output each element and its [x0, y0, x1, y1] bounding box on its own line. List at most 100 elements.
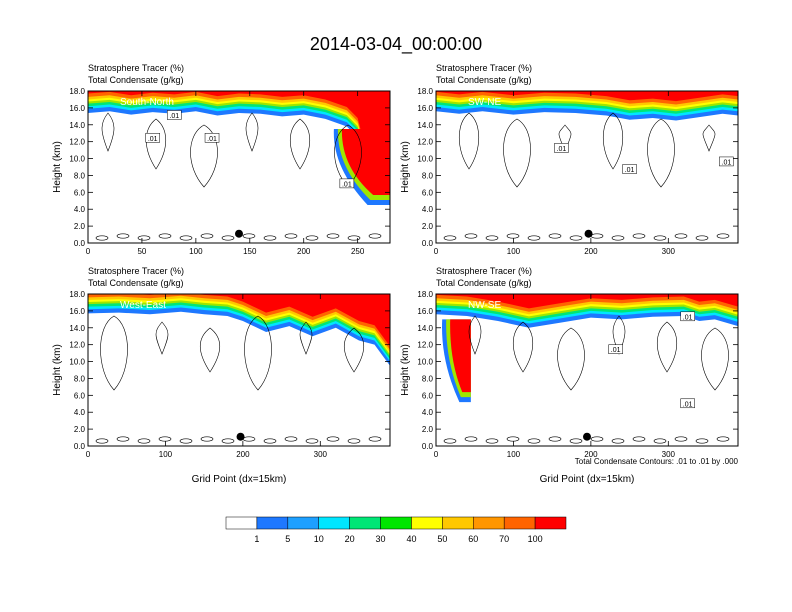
- colorbar-label: 20: [345, 534, 355, 544]
- contour-label-box: [608, 344, 623, 354]
- panel-0: Stratosphere Tracer (%) Total Condensate …: [52, 63, 391, 256]
- contour-low-cloud: [263, 438, 277, 444]
- contour-label: .01: [148, 136, 158, 143]
- y-axis-label: Height (km): [52, 141, 63, 193]
- contour-label-box: [204, 133, 220, 143]
- contour-low-cloud: [305, 235, 319, 241]
- x-tick-label: 100: [507, 450, 521, 459]
- contour-low-cloud: [347, 438, 361, 444]
- tracer-band-7: [436, 91, 738, 102]
- y-axis-label: Height (km): [52, 344, 63, 396]
- location-marker: [236, 432, 245, 441]
- plot-frame: [435, 90, 739, 244]
- panel-header-condensate: Total Condensate (g/kg): [88, 75, 184, 85]
- contour-label-box: [622, 164, 637, 174]
- x-tick-label: 250: [351, 247, 365, 256]
- colorbar-box: [503, 516, 536, 530]
- colorbar-box: [287, 516, 319, 530]
- y-tick-label: 14.0: [69, 324, 85, 333]
- y-tick-label: 16.0: [417, 104, 433, 113]
- contour-cell: [244, 315, 272, 391]
- contour-low-cloud: [569, 235, 583, 241]
- contour-cell: [603, 112, 623, 170]
- colorbar-box: [225, 516, 258, 530]
- contour-low-cloud: [179, 235, 193, 241]
- contour-cell: [612, 315, 626, 355]
- contour-low-cloud: [116, 233, 130, 239]
- contour-low-cloud: [674, 233, 688, 239]
- x-axis-label: Grid Point (dx=15km): [540, 474, 635, 485]
- contour-low-cloud: [95, 438, 109, 444]
- colorbar-box: [256, 516, 289, 530]
- y-tick-label: 12.0: [69, 138, 85, 147]
- colorbar-box: [411, 516, 443, 530]
- contour-cell: [199, 327, 221, 373]
- panels: Stratosphere Tracer (%) Total Condensate …: [52, 63, 739, 485]
- location-marker: [584, 229, 593, 238]
- contour-low-cloud: [653, 438, 667, 444]
- x-tick-label: 300: [662, 450, 676, 459]
- contour-low-cloud: [716, 436, 730, 442]
- contour-low-cloud: [179, 438, 193, 444]
- condensate-contours: [95, 315, 382, 444]
- contour-low-cloud: [464, 233, 478, 239]
- contour-cell: [145, 118, 167, 170]
- y-tick-label: 2.0: [74, 222, 86, 231]
- y-tick-label: 16.0: [69, 104, 85, 113]
- contour-cell: [459, 112, 479, 170]
- y-tick-label: 14.0: [417, 121, 433, 130]
- plot-frame: [87, 293, 391, 447]
- x-tick-label: 0: [434, 247, 439, 256]
- contour-cell: [503, 118, 531, 188]
- contour-low-cloud: [242, 233, 256, 239]
- y-tick-label: 0.0: [74, 442, 86, 451]
- contour-low-cloud: [590, 436, 604, 442]
- panel-orientation-label: SW-NE: [468, 97, 501, 108]
- contour-low-cloud: [548, 233, 562, 239]
- contour-low-cloud: [527, 235, 541, 241]
- colorbar-label: 70: [499, 534, 509, 544]
- colorbar-label: 50: [437, 534, 447, 544]
- y-axis-label: Height (km): [400, 344, 411, 396]
- contour-cell: [289, 118, 311, 170]
- contour-low-cloud: [284, 233, 298, 239]
- contour-low-cloud: [695, 235, 709, 241]
- contour-cell: [245, 112, 259, 152]
- contour-low-cloud: [137, 235, 151, 241]
- contour-label: .01: [557, 146, 567, 153]
- y-tick-label: 16.0: [69, 307, 85, 316]
- contour-low-cloud: [443, 438, 457, 444]
- contour-cell: [468, 315, 482, 355]
- y-tick-label: 4.0: [422, 408, 434, 417]
- panel-1: Stratosphere Tracer (%) Total Condensate …: [400, 63, 739, 256]
- contour-low-cloud: [368, 233, 382, 239]
- colorbar-label: 10: [314, 534, 324, 544]
- y-tick-label: 8.0: [74, 171, 86, 180]
- y-tick-label: 4.0: [422, 205, 434, 214]
- contour-low-cloud: [305, 438, 319, 444]
- y-axis-label: Height (km): [400, 141, 411, 193]
- panel-header-tracer: Stratosphere Tracer (%): [88, 266, 184, 276]
- colorbar-box: [534, 516, 567, 530]
- y-tick-label: 0.0: [422, 239, 434, 248]
- contour-low-cloud: [674, 436, 688, 442]
- x-tick-label: 200: [584, 247, 598, 256]
- contour-label-box: [680, 398, 695, 409]
- figure-title: 2014-03-04_00:00:00: [310, 34, 482, 55]
- panel-header-tracer: Stratosphere Tracer (%): [436, 266, 532, 276]
- x-tick-label: 150: [243, 247, 257, 256]
- plot-area: [88, 294, 390, 446]
- contour-low-cloud: [443, 235, 457, 241]
- contour-low-cloud: [368, 436, 382, 442]
- y-tick-label: 18.0: [417, 87, 433, 96]
- contour-cell: [512, 321, 534, 373]
- contour-label-box: [719, 156, 734, 167]
- colorbar-label: 40: [406, 534, 416, 544]
- y-tick-label: 2.0: [422, 425, 434, 434]
- contour-label: .01: [683, 401, 693, 408]
- colorbar-label: 5: [285, 534, 290, 544]
- colorbar-label: 60: [468, 534, 478, 544]
- panel-header-condensate: Total Condensate (g/kg): [88, 278, 184, 288]
- x-tick-label: 300: [662, 247, 676, 256]
- x-tick-label: 100: [507, 247, 521, 256]
